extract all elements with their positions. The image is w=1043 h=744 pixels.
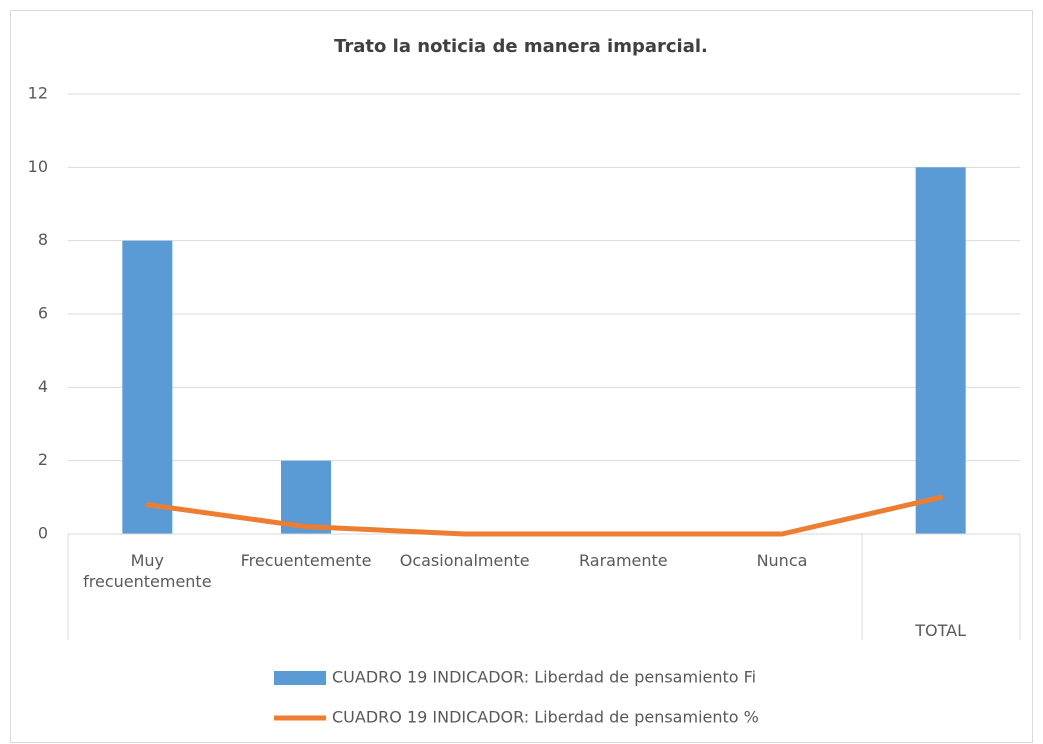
legend-label: CUADRO 19 INDICADOR: Liberdad de pensami… <box>332 668 756 687</box>
y-tick-label: 12 <box>28 84 48 103</box>
legend-label: CUADRO 19 INDICADOR: Liberdad de pensami… <box>332 708 759 727</box>
legend-swatch <box>274 671 326 685</box>
bar <box>122 240 173 534</box>
y-tick-label: 10 <box>28 157 48 176</box>
y-tick-label: 2 <box>38 450 48 469</box>
bar <box>281 460 331 534</box>
line <box>144 494 944 537</box>
x-tick-label: Muy frecuentemente <box>83 551 212 591</box>
x-tick-label: TOTAL <box>915 621 967 640</box>
chart-title: Trato la noticia de manera imparcial. <box>334 36 708 57</box>
x-tick-label: Frecuentemente <box>240 551 372 570</box>
y-tick-label: 0 <box>38 524 48 543</box>
bar <box>915 167 966 535</box>
y-tick-label: 8 <box>38 230 48 249</box>
x-tick-label: Raramente <box>579 551 668 570</box>
y-tick-label: 4 <box>38 377 48 396</box>
x-tick-label: Ocasionalmente <box>399 551 530 570</box>
y-tick-label: 6 <box>38 304 48 323</box>
x-tick-label: Nunca <box>756 551 808 570</box>
